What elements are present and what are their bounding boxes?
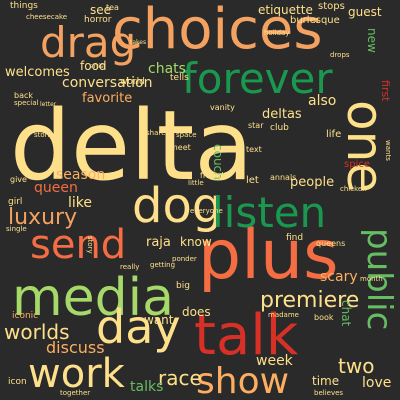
word-special: special [14,99,39,107]
word-time: time [312,374,340,388]
word-chat: chat [339,300,353,327]
word-does: does [182,305,211,319]
word-getting: getting [150,261,176,269]
word-welcomes: welcomes [5,65,70,80]
word-choices: choices [112,0,323,62]
word-deltas: deltas [262,107,302,122]
word-cheesecake: cheesecake [26,13,68,21]
word-favorite: favorite [82,91,133,106]
word-big: big [176,281,190,291]
word-find: find [286,233,304,243]
word-single: single [6,225,27,233]
word-talks: talks [130,379,164,395]
word-artist: artist [90,63,106,70]
word-life: life [326,129,342,140]
word-month: month [360,275,383,283]
word-day: day [96,300,181,354]
word-couch: couch [211,144,225,180]
word-worlds: worlds [4,320,70,344]
word-friend: friend [200,171,224,180]
word-two: two [338,354,375,378]
word-burlesque: burlesque [290,15,340,26]
word-back: back [14,91,34,100]
word-spice: spice [344,159,370,170]
word-show: show [196,361,290,400]
word-madame: madame [268,311,299,319]
word-first: first [379,80,392,102]
word-everyone: everyone [190,207,223,215]
word-queen: queen [34,180,78,196]
word-star: star [248,121,264,130]
word-iconic: iconic [12,311,39,321]
word-tea: tea [106,3,119,12]
word-ponder: ponder [172,255,197,263]
word-food: food [80,59,107,73]
word-forever: forever [182,54,333,103]
word-chicken: chicken [340,185,367,193]
word-talk: talk [194,303,299,368]
word-wants: wants [384,140,392,161]
word-takes: takes [130,39,147,46]
word-together: together [60,389,91,397]
word-chats: chats [148,61,186,77]
word-drag: drag [40,18,137,67]
word-send: send [30,222,127,268]
word-work: work [28,351,125,397]
word-dog: dog [132,178,223,234]
word-week: week [256,353,293,369]
word-stops: stops [318,1,345,12]
word-discuss: discuss [46,338,105,357]
word-etiquette: etiquette [258,3,313,17]
word-letter: letter [40,101,57,108]
word-like: like [68,195,93,211]
word-horror: horror [84,15,112,25]
word-girl: girl [8,197,23,207]
word-stories: stories [34,131,58,139]
word-meet: meet [170,143,191,152]
word-people: people [290,175,335,190]
word-story: story [86,236,94,254]
word-listen: listen [212,188,327,237]
word-little: little [188,179,204,187]
word-tells: tells [170,73,189,83]
word-raja: raja [146,235,171,250]
word-public: public [359,228,399,331]
word-space: space [176,131,197,139]
word-club: club [270,123,289,133]
word-holiday: holiday [264,29,290,37]
word-media: media [12,268,174,328]
word-delta: delta [10,90,254,202]
word-know: know [180,235,212,249]
word-one: one [336,100,394,194]
word-really: really [120,263,140,271]
word-queens: queens [316,239,346,248]
word-race: race [158,366,202,390]
word-shares: shares [146,129,170,137]
word-conversation: conversation [62,75,153,91]
word-annals: annals [270,173,297,182]
word-book: book [314,313,334,322]
word-drops: drops [330,51,350,59]
word-text: text [246,145,262,154]
word-love: love [362,375,392,391]
word-icon: icon [8,377,27,387]
word-season: season [56,167,106,183]
word-things: things [10,1,38,11]
word-new: new [365,28,379,53]
word-give: give [10,175,27,184]
word-want: want [144,313,174,327]
word-luxury: luxury [8,205,78,230]
word-world: world [120,77,145,87]
word-let: let [246,175,259,186]
word-vanity: vanity [210,103,235,112]
word-also: also [308,93,337,109]
word-guest: guest [348,5,382,19]
word-plus: plus [198,216,339,295]
word-believes: believes [314,389,344,397]
word-premiere: premiere [260,288,360,313]
word-scary: scary [320,269,358,285]
word-see: see [90,3,112,17]
